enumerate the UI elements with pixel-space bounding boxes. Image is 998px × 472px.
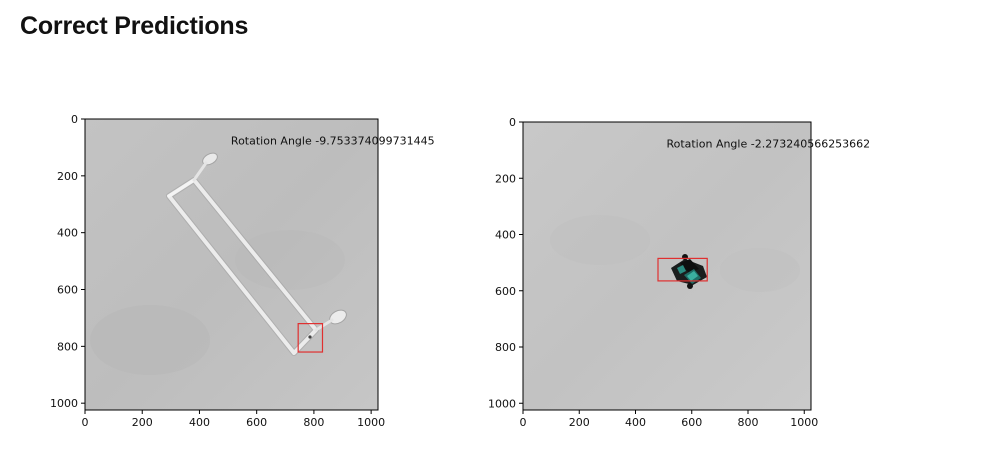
prediction-bbox-1 bbox=[297, 323, 324, 353]
y-tick-label: 200 bbox=[495, 172, 516, 185]
photo-1 bbox=[85, 119, 378, 410]
x-tick-label: 1000 bbox=[790, 416, 818, 429]
plot-1: Rotation Angle -9.753374099731445 0 200 40… bbox=[50, 113, 435, 429]
y-tick-label: 1000 bbox=[50, 397, 78, 410]
photo-1-shadow-patch bbox=[235, 230, 345, 290]
photo-2 bbox=[523, 122, 811, 410]
black-teal-object bbox=[671, 254, 707, 289]
y-tick-label: 800 bbox=[57, 340, 78, 353]
x-axis-1: 0 200 400 600 800 1000 bbox=[82, 410, 385, 429]
y-axis-1: 0 200 400 600 800 1000 bbox=[50, 113, 85, 410]
axes-frame-1 bbox=[84, 118, 379, 411]
y-axis-2: 0 200 400 600 800 1000 bbox=[488, 116, 523, 410]
x-tick-label: 800 bbox=[303, 416, 324, 429]
x-axis-2: 0 200 400 600 800 1000 bbox=[520, 410, 818, 429]
x-tick-label: 0 bbox=[520, 416, 527, 429]
y-tick-label: 400 bbox=[495, 229, 516, 242]
x-tick-label: 400 bbox=[625, 416, 646, 429]
axes-frame-2 bbox=[522, 121, 812, 411]
y-tick-label: 0 bbox=[71, 113, 78, 126]
x-tick-label: 600 bbox=[681, 416, 702, 429]
x-tick-label: 200 bbox=[132, 416, 153, 429]
photo-2-shadow-patch bbox=[550, 215, 650, 265]
photo-1-shadow-patch bbox=[90, 305, 210, 375]
y-tick-label: 400 bbox=[57, 227, 78, 240]
y-tick-label: 600 bbox=[57, 284, 78, 297]
prediction-bbox-2 bbox=[657, 257, 708, 282]
x-tick-label: 200 bbox=[569, 416, 590, 429]
photo-2-shadow-patch bbox=[720, 248, 800, 292]
hanger-rod-object bbox=[166, 152, 347, 356]
rotation-angle-label-2: Rotation Angle -2.273240566253662 bbox=[666, 137, 870, 150]
x-tick-label: 800 bbox=[738, 416, 759, 429]
y-tick-label: 600 bbox=[495, 285, 516, 298]
x-tick-label: 600 bbox=[246, 416, 267, 429]
rotation-angle-label-1: Rotation Angle -9.753374099731445 bbox=[231, 135, 435, 148]
x-tick-label: 400 bbox=[189, 416, 210, 429]
page-title: Correct Predictions bbox=[20, 12, 249, 40]
y-tick-label: 0 bbox=[509, 116, 516, 129]
y-tick-label: 200 bbox=[57, 170, 78, 183]
photo-2-background bbox=[523, 122, 811, 410]
y-tick-label: 800 bbox=[495, 341, 516, 354]
x-tick-label: 0 bbox=[82, 416, 89, 429]
y-tick-label: 1000 bbox=[488, 397, 516, 410]
photo-1-background bbox=[85, 119, 378, 410]
plot-2: Rotation Angle -2.273240566253662 0 200 40… bbox=[488, 116, 870, 429]
x-tick-label: 1000 bbox=[357, 416, 385, 429]
